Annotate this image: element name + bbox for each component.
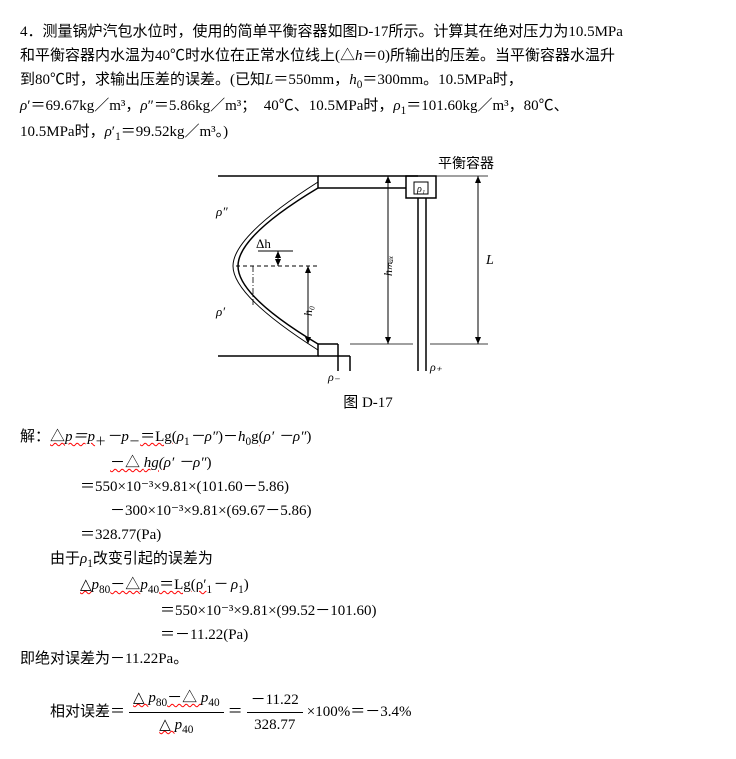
solution-line-8: ＝－11.22(Pa) bbox=[160, 623, 716, 647]
h0-arrow-down bbox=[305, 337, 311, 344]
rel-label: 相对误差＝ bbox=[50, 704, 125, 720]
numerator: －11.22 bbox=[247, 688, 303, 713]
L-arrow-down bbox=[475, 337, 481, 344]
label-L: L bbox=[485, 253, 494, 268]
wavy: △ bbox=[50, 429, 65, 445]
eq: ＝ bbox=[228, 704, 243, 720]
result: ×100%＝－3.4% bbox=[307, 704, 412, 720]
text: ＝69.67kg／m³， bbox=[30, 98, 140, 114]
text: ρ bbox=[177, 429, 184, 445]
label-rho1: ρ₁ bbox=[416, 184, 425, 195]
hmax-arrow-up bbox=[385, 176, 391, 183]
problem-number: 4． bbox=[20, 24, 43, 40]
figure-svg: 平衡容器 ρ₁ ρ″ Δh ρ′ h₀ hₘₐₓ L ρ₋ ρ₊ bbox=[178, 156, 558, 386]
text: p bbox=[140, 577, 148, 593]
text: ＝99.52kg／m³。) bbox=[121, 124, 228, 140]
solution-line-5: ＝328.77(Pa) bbox=[80, 523, 716, 547]
label-hmax: hₘₐₓ bbox=[381, 256, 395, 276]
text: 到80℃时，求输出压差的误差。(已知 bbox=[20, 72, 265, 88]
sub: － bbox=[129, 436, 140, 448]
sub: 80 bbox=[99, 584, 110, 596]
fraction-1: △ p80－△ p40 △ p40 bbox=[129, 686, 224, 739]
fraction-2: －11.22 328.77 bbox=[247, 688, 303, 737]
text: 10.5MPa时， bbox=[20, 124, 105, 140]
solution-line-1: 解：△p＝p＋－p－＝Lg(ρ1－ρ″)－h0g(ρ′ －ρ″) bbox=[20, 425, 716, 451]
var-h0: h bbox=[349, 72, 357, 88]
problem-line-1: 4．测量锅炉汽包水位时，使用的简单平衡容器如图D-17所示。计算其在绝对压力为1… bbox=[20, 20, 716, 44]
label-rho-prime: ρ′ bbox=[215, 304, 225, 319]
label-dh: Δh bbox=[256, 236, 271, 251]
wavy: －△ bbox=[110, 577, 140, 593]
text: ρ′ －ρ″ bbox=[164, 455, 207, 471]
text: ＝5.86kg／m³； 40℃、10.5MPa时， bbox=[154, 98, 394, 114]
var-h: h bbox=[355, 48, 363, 64]
sub: ＋ bbox=[95, 436, 106, 448]
text: ＝550mm， bbox=[273, 72, 349, 88]
text: －p bbox=[106, 429, 129, 445]
solution-line-3: ＝550×10⁻³×9.81×(101.60－5.86) bbox=[80, 475, 716, 499]
wavy: △ bbox=[80, 577, 92, 593]
text: 和平衡容器内水温为40℃时水位在正常水位线上(△ bbox=[20, 48, 355, 64]
solution-note-2: 即绝对误差为－11.22Pa。 bbox=[20, 647, 716, 671]
hmax-arrow-down bbox=[385, 337, 391, 344]
h0-arrow-up bbox=[305, 266, 311, 273]
solution-line-2: －△ hg(ρ′ －ρ″) bbox=[110, 451, 716, 475]
figure: 平衡容器 ρ₁ ρ″ Δh ρ′ h₀ hₘₐₓ L ρ₋ ρ₊ 图 D-17 bbox=[20, 156, 716, 415]
dh-arrow-up bbox=[275, 251, 281, 258]
solution-line-6: △p80－△p40＝Lg(ρ′1－ ρ1) bbox=[80, 573, 716, 599]
label-h0: h₀ bbox=[301, 306, 315, 316]
text: ＝0)所输出的压差。当平衡容器水温升 bbox=[363, 48, 616, 64]
text: －ρ″ bbox=[190, 429, 218, 445]
wavy: ＝Lg(ρ′ bbox=[159, 577, 206, 593]
solution-note-1: 由于ρ1改变引起的误差为 bbox=[50, 547, 716, 573]
wavy: hg( bbox=[144, 455, 164, 471]
denominator: △ p40 bbox=[129, 713, 224, 739]
solution: 解：△p＝p＋－p－＝Lg(ρ1－ρ″)－h0g(ρ′ －ρ″) －△ hg(ρ… bbox=[20, 425, 716, 739]
problem-statement: 4．测量锅炉汽包水位时，使用的简单平衡容器如图D-17所示。计算其在绝对压力为1… bbox=[20, 20, 716, 146]
text: h bbox=[238, 429, 246, 445]
text: ) bbox=[306, 429, 311, 445]
text: )－ bbox=[218, 429, 238, 445]
wavy: p＝p bbox=[65, 429, 95, 445]
text: ρ′ －ρ″ bbox=[264, 429, 307, 445]
solution-label: 解： bbox=[20, 429, 50, 445]
label-rho-dprime: ρ″ bbox=[215, 204, 228, 219]
problem-line-3: 到80℃时，求输出压差的误差。(已知L＝550mm，h0＝300mm。10.5M… bbox=[20, 68, 716, 94]
wavy: －△ bbox=[110, 455, 144, 471]
sub: 40 bbox=[148, 584, 159, 596]
label-rho-plus: ρ₊ bbox=[429, 360, 443, 374]
figure-caption: 图 D-17 bbox=[20, 391, 716, 415]
text: ＝101.60kg／m³，80℃、 bbox=[406, 98, 568, 114]
label-rho-minus: ρ₋ bbox=[327, 370, 341, 384]
wavy: g( bbox=[251, 429, 264, 445]
wavy: ＝Lg( bbox=[140, 429, 177, 445]
text: ) bbox=[244, 577, 249, 593]
dh-arrow-down bbox=[275, 259, 281, 266]
text: － ρ bbox=[212, 577, 238, 593]
problem-line-5: 10.5MPa时，ρ′1＝99.52kg／m³。) bbox=[20, 120, 716, 146]
var-rho: ρ bbox=[105, 124, 112, 140]
var-rho: ρ bbox=[393, 98, 400, 114]
text: ) bbox=[206, 455, 211, 471]
text: p bbox=[92, 577, 100, 593]
numerator: △ p80－△ p40 bbox=[129, 686, 224, 713]
text: ＝300mm。10.5MPa时， bbox=[362, 72, 522, 88]
label-container: 平衡容器 bbox=[438, 156, 494, 172]
problem-line-2: 和平衡容器内水温为40℃时水位在正常水位线上(△h＝0)所输出的压差。当平衡容器… bbox=[20, 44, 716, 68]
var-rho: ρ bbox=[140, 98, 147, 114]
solution-line-7: ＝550×10⁻³×9.81×(99.52－101.60) bbox=[160, 599, 716, 623]
L-arrow-up bbox=[475, 176, 481, 183]
solution-line-4: －300×10⁻³×9.81×(69.67－5.86) bbox=[110, 499, 716, 523]
text: 测量锅炉汽包水位时，使用的简单平衡容器如图D-17所示。计算其在绝对压力为10.… bbox=[43, 24, 623, 40]
relative-error: 相对误差＝ △ p80－△ p40 △ p40 ＝ －11.22 328.77 … bbox=[20, 686, 716, 739]
problem-line-4: ρ′＝69.67kg／m³，ρ″＝5.86kg／m³； 40℃、10.5MPa时… bbox=[20, 94, 716, 120]
denominator: 328.77 bbox=[247, 713, 303, 737]
